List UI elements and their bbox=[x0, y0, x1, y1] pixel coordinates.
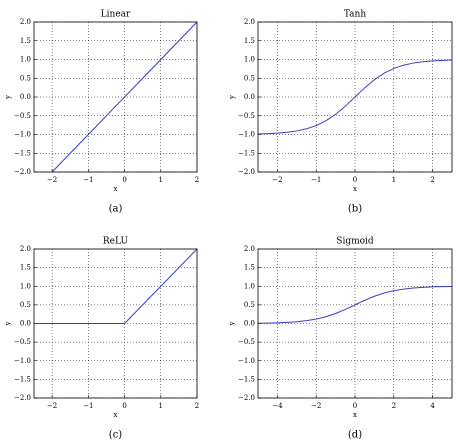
x-tick-label: −1 bbox=[83, 176, 93, 184]
y-tick-label: 1.5 bbox=[20, 264, 31, 272]
y-tick-label: −2.0 bbox=[238, 394, 255, 402]
y-tick-label: −2.0 bbox=[14, 394, 31, 402]
y-tick-label: −2.0 bbox=[238, 168, 255, 176]
y-tick-label: 2.0 bbox=[244, 245, 255, 253]
y-tick-label: −1.0 bbox=[14, 131, 31, 139]
chart-title: ReLU bbox=[103, 237, 129, 247]
y-tick-label: 1.0 bbox=[244, 282, 255, 290]
chart-title: Tanh bbox=[344, 10, 366, 20]
y-tick-label: 0.0 bbox=[20, 320, 31, 328]
x-tick-label: 2 bbox=[430, 176, 434, 184]
y-tick-label: 0.0 bbox=[244, 320, 255, 328]
x-tick-label: 2 bbox=[195, 402, 199, 410]
y-tick-label: −1.0 bbox=[14, 357, 31, 365]
x-tick-label: 1 bbox=[159, 176, 163, 184]
y-tick-label: −1.0 bbox=[238, 131, 255, 139]
x-tick-label: −1 bbox=[311, 176, 321, 184]
y-axis-label: y bbox=[4, 95, 12, 100]
line bbox=[51, 21, 198, 173]
axes-frame bbox=[33, 248, 198, 399]
line bbox=[257, 286, 453, 324]
x-tick-label: 2 bbox=[195, 176, 199, 184]
x-tick-label: 0 bbox=[122, 402, 126, 410]
y-tick-label: 1.5 bbox=[20, 37, 31, 45]
y-tick-label: 0.0 bbox=[244, 93, 255, 101]
y-tick-label: 2.0 bbox=[20, 18, 31, 26]
y-tick-label: 0.5 bbox=[244, 74, 255, 82]
x-tick-label: −2 bbox=[272, 176, 282, 184]
y-tick-label: −1.5 bbox=[14, 149, 31, 157]
y-tick-label: 2.0 bbox=[244, 18, 255, 26]
x-tick-label: 0 bbox=[353, 402, 357, 410]
x-tick-label: −1 bbox=[83, 402, 93, 410]
caption: (a) bbox=[109, 204, 123, 215]
y-tick-label: −0.5 bbox=[238, 338, 255, 346]
chart-title: Linear bbox=[101, 10, 131, 20]
caption: (c) bbox=[109, 430, 123, 441]
y-tick-label: −2.0 bbox=[14, 168, 31, 176]
x-tick-label: 4 bbox=[430, 402, 435, 410]
y-tick-label: 1.5 bbox=[244, 264, 255, 272]
x-axis-label: x bbox=[353, 185, 357, 193]
x-tick-label: 1 bbox=[159, 402, 163, 410]
y-tick-label: 1.0 bbox=[20, 56, 31, 64]
y-tick-label: 0.5 bbox=[20, 74, 31, 82]
x-axis-label: x bbox=[114, 411, 118, 419]
x-tick-label: 1 bbox=[392, 176, 396, 184]
x-tick-label: 0 bbox=[122, 176, 126, 184]
y-tick-label: 1.0 bbox=[20, 282, 31, 290]
y-tick-label: 1.0 bbox=[244, 56, 255, 64]
y-tick-label: −0.5 bbox=[14, 338, 31, 346]
x-axis-label: x bbox=[353, 411, 357, 419]
x-axis-label: x bbox=[114, 185, 118, 193]
y-tick-label: −1.5 bbox=[238, 149, 255, 157]
x-tick-label: −2 bbox=[311, 402, 321, 410]
line bbox=[34, 248, 198, 324]
axes-frame bbox=[257, 248, 453, 399]
chart-title: Sigmoid bbox=[336, 237, 374, 247]
y-axis-label: y bbox=[228, 95, 236, 100]
axes-frame bbox=[33, 21, 198, 173]
y-tick-label: −1.5 bbox=[14, 375, 31, 383]
y-tick-label: 1.5 bbox=[244, 37, 255, 45]
x-tick-label: −2 bbox=[47, 176, 57, 184]
y-tick-label: 0.5 bbox=[244, 301, 255, 309]
y-tick-label: −0.5 bbox=[238, 112, 255, 120]
y-axis-label: y bbox=[228, 321, 236, 326]
x-tick-label: 0 bbox=[353, 176, 357, 184]
caption: (d) bbox=[348, 430, 362, 441]
y-tick-label: −1.5 bbox=[238, 375, 255, 383]
y-tick-label: 0.5 bbox=[20, 301, 31, 309]
x-tick-label: −4 bbox=[272, 402, 283, 410]
x-tick-label: 2 bbox=[392, 402, 396, 410]
line bbox=[257, 59, 453, 135]
caption: (b) bbox=[348, 204, 362, 215]
y-tick-label: 0.0 bbox=[20, 93, 31, 101]
y-tick-label: 2.0 bbox=[20, 245, 31, 253]
x-tick-label: −2 bbox=[47, 402, 57, 410]
y-tick-label: −1.0 bbox=[238, 357, 255, 365]
axes-frame bbox=[257, 21, 453, 173]
y-tick-label: −0.5 bbox=[14, 112, 31, 120]
y-axis-label: y bbox=[4, 321, 12, 326]
